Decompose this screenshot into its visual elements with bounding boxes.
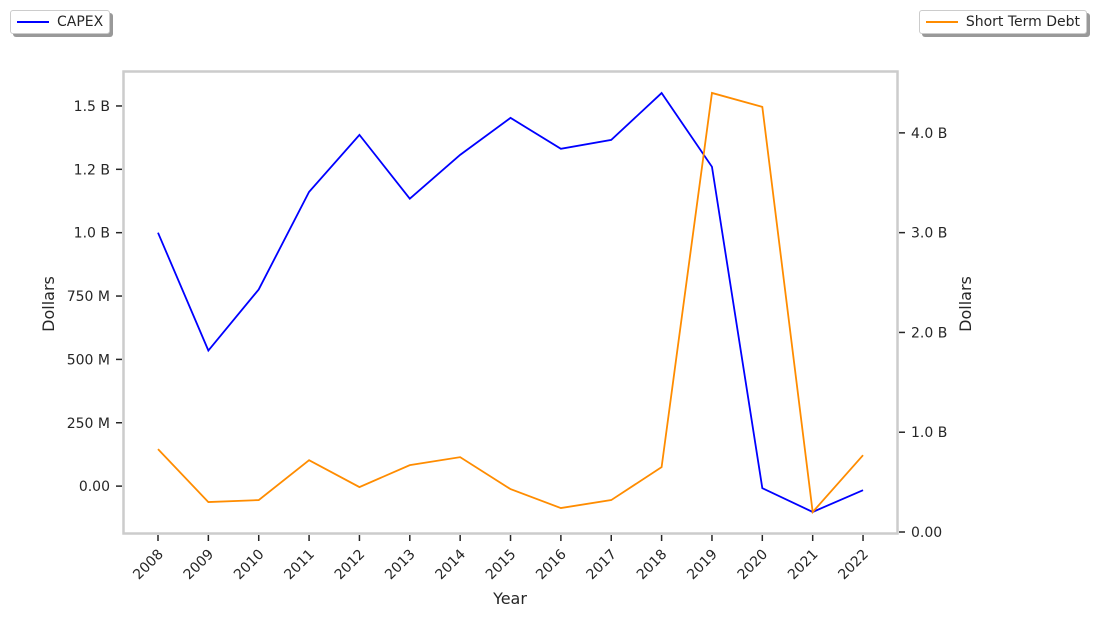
x-tick-label: 2014 [432,546,469,583]
x-tick-label: 2019 [684,547,721,584]
x-tick-label: 2008 [130,547,167,584]
x-tick-label: 2010 [231,547,268,584]
right-tick-label: 3.0 B [911,226,947,242]
left-tick-label: 250 M [67,416,110,432]
right-tick-label: 1.0 B [911,425,947,441]
right-tick-label: 4.0 B [911,126,947,142]
left-tick-label: 750 M [67,289,110,305]
x-tick-label: 2013 [382,547,419,584]
right-tick-label: 2.0 B [911,325,947,341]
x-tick-label: 2018 [634,547,671,584]
legend-swatch-debt [925,21,958,23]
legend-label-debt: Short Term Debt [965,14,1080,30]
x-axis-label: Year [492,589,527,608]
x-tick-label: 2021 [785,547,822,584]
left-axis-label: Dollars [39,276,58,332]
right-tick-label: 0.00 [911,525,942,541]
left-tick-label: 0.00 [79,479,110,495]
x-tick-label: 2016 [533,546,570,583]
left-tick-label: 1.0 B [74,226,110,242]
legend-short-term-debt: Short Term Debt [918,10,1087,34]
x-tick-label: 2015 [483,547,520,584]
x-tick-label: 2009 [181,547,218,584]
legend-label-capex: CAPEX [57,14,104,30]
x-tick-label: 2012 [332,547,369,584]
left-tick-label: 1.2 B [74,162,110,178]
x-tick-label: 2022 [835,547,872,584]
right-axis-label: Dollars [956,276,975,332]
x-tick-label: 2020 [735,547,772,584]
plot-frame [122,70,899,535]
x-tick-label: 2017 [584,547,621,584]
legend-swatch-capex [17,21,49,23]
left-tick-label: 1.5 B [74,99,110,115]
series-line-capex [157,91,864,513]
left-tick-label: 500 M [67,352,110,368]
series-line-short-term-debt [157,91,864,515]
x-tick-label: 2011 [281,547,318,584]
legend-capex: CAPEX [10,10,111,34]
